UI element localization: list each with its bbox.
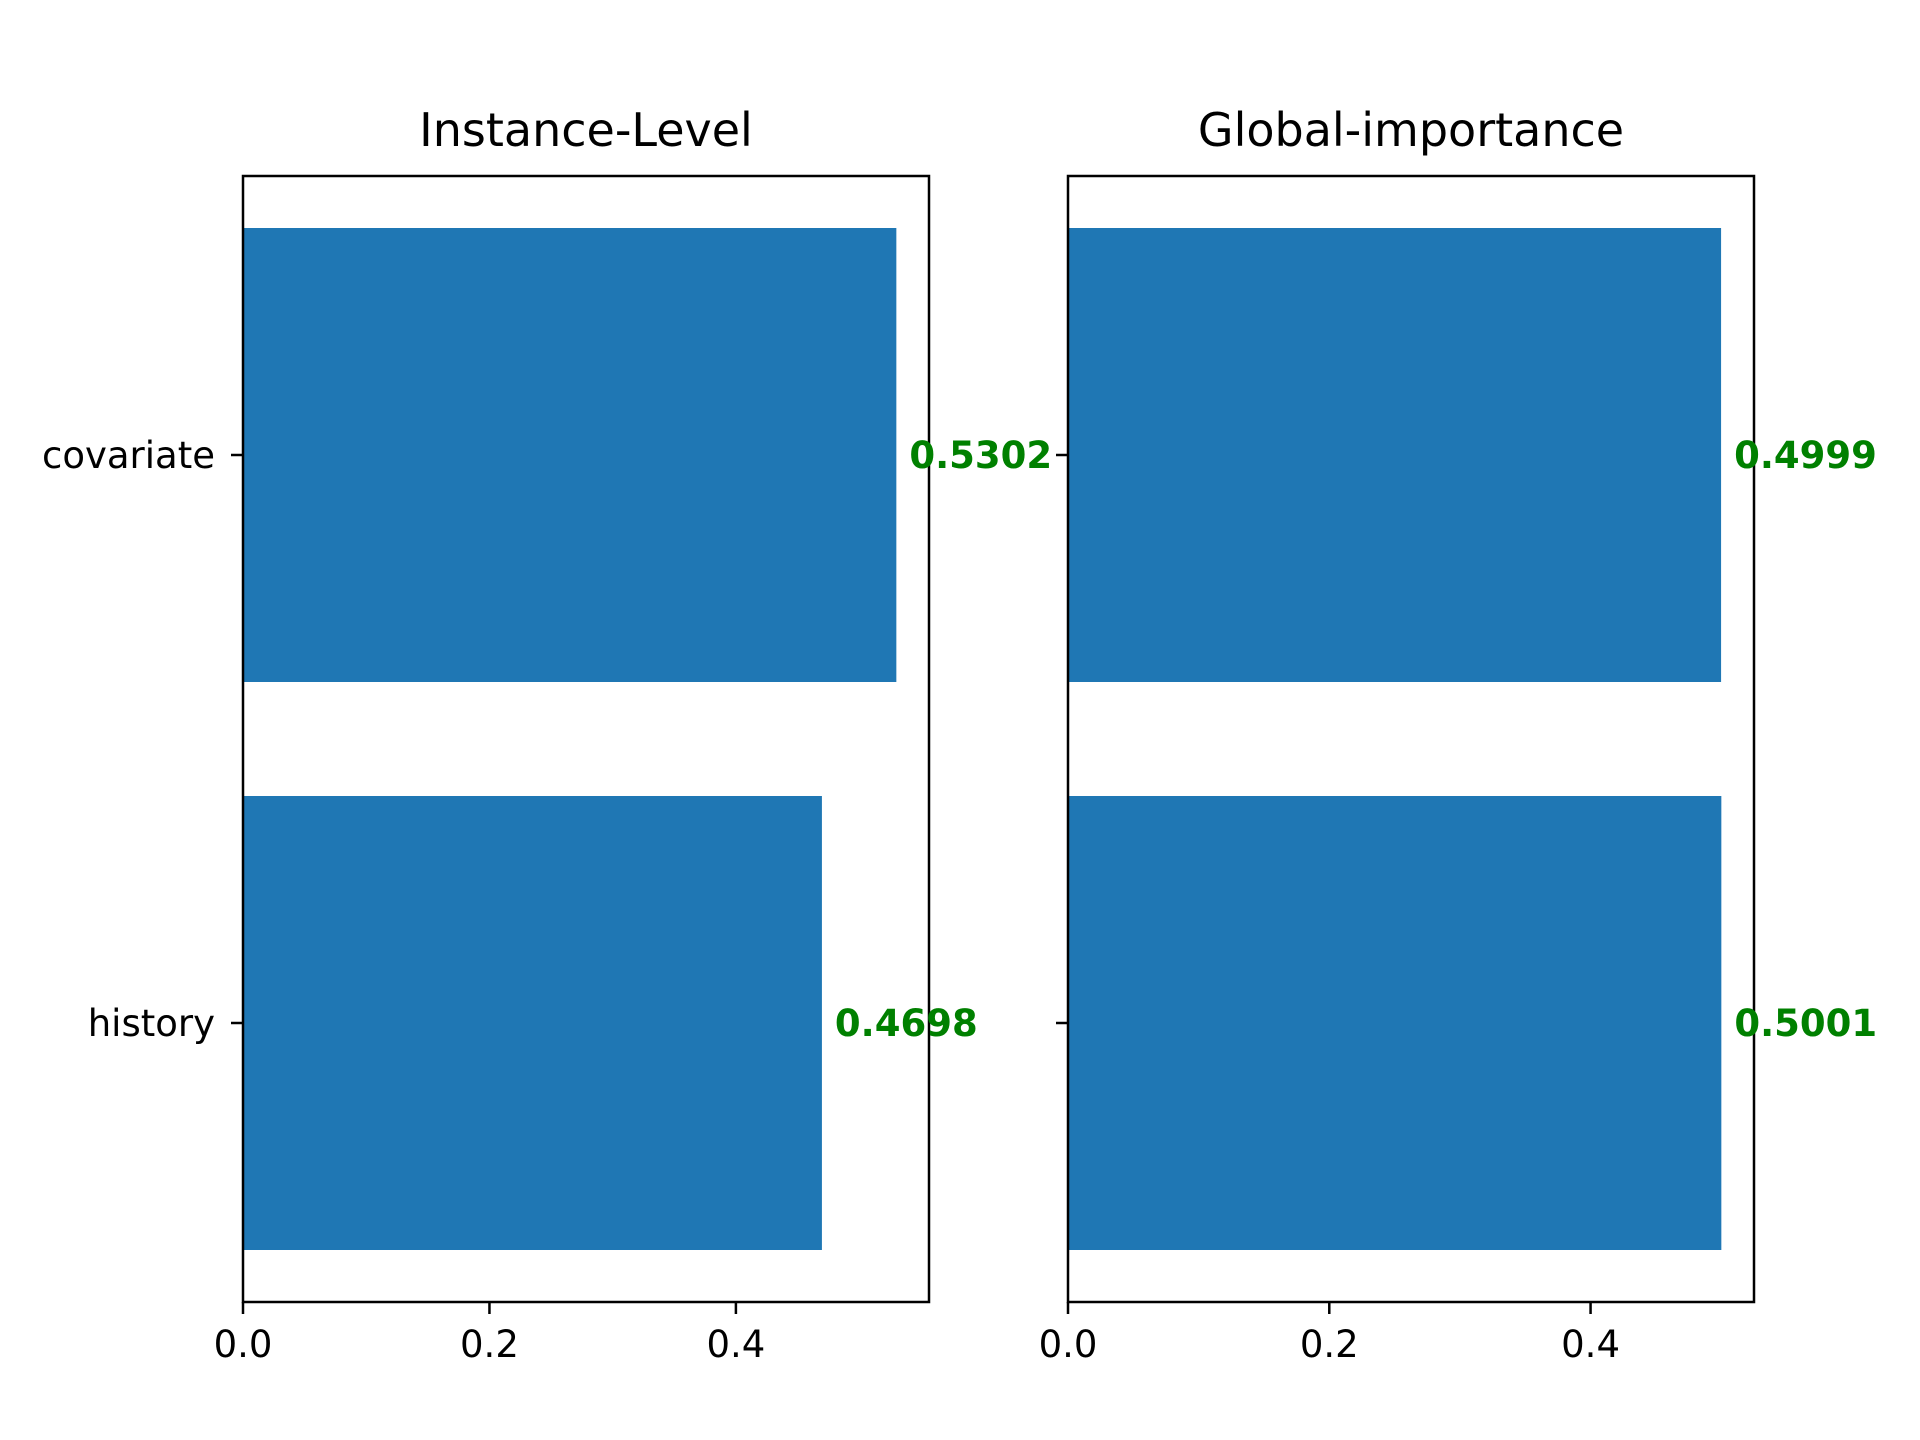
value-label-instance-level-covariate: 0.5302 [909, 434, 1052, 477]
chart-title-instance-level: Instance-Level [419, 103, 753, 157]
bar-instance-level-history [243, 796, 822, 1250]
value-label-global-importance-history: 0.5001 [1734, 1002, 1877, 1045]
panel-instance-level: Instance-Level covariate history 0.0 0.2 0.4 0… [42, 103, 1052, 1366]
xtick-label-instance-level-0: 0.0 [214, 1323, 273, 1366]
panel-global-importance: Global-importance 0.0 0.2 0.4 0.4999 0.5001 [1039, 103, 1878, 1366]
value-label-global-importance-covariate: 0.4999 [1734, 434, 1877, 477]
xtick-label-instance-level-2: 0.4 [706, 1323, 765, 1366]
ytick-label-history: history [88, 1002, 215, 1045]
ytick-label-covariate: covariate [42, 434, 215, 477]
bar-instance-level-covariate [243, 228, 897, 682]
bar-global-importance-history [1068, 796, 1722, 1250]
xtick-label-global-importance-1: 0.2 [1300, 1323, 1359, 1366]
axes-frame-instance-level [241, 174, 931, 1304]
bar-global-importance-covariate [1068, 228, 1722, 682]
axes-frame-global-importance [1066, 174, 1756, 1304]
chart-title-global-importance: Global-importance [1198, 103, 1624, 157]
xtick-label-instance-level-1: 0.2 [460, 1323, 519, 1366]
xtick-label-global-importance-2: 0.4 [1561, 1323, 1620, 1366]
xtick-label-global-importance-0: 0.0 [1039, 1323, 1098, 1366]
value-label-instance-level-history: 0.4698 [835, 1002, 978, 1045]
